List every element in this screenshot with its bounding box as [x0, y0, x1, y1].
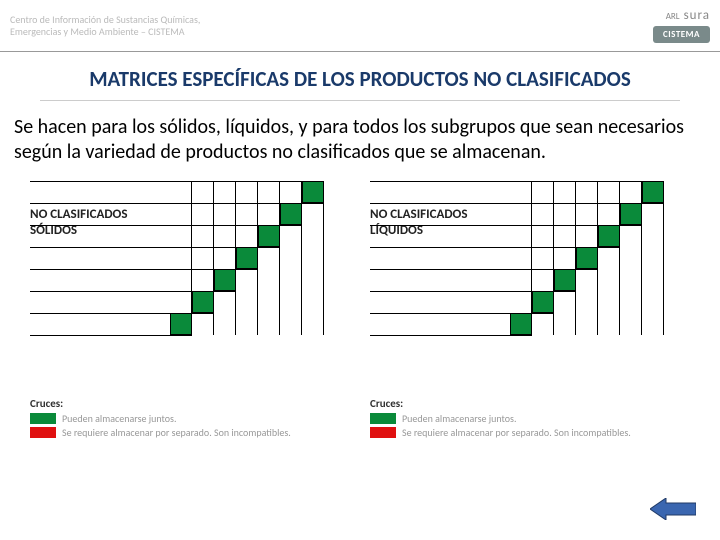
legend-text-1: Se requiere almacenar por separado. Son … — [62, 426, 291, 439]
legend-text-1: Se requiere almacenar por separado. Son … — [402, 426, 631, 439]
legend-solids: Cruces: Pueden almacenarse juntos. Se re… — [30, 397, 350, 439]
back-arrow[interactable] — [650, 498, 696, 520]
page-title: MATRICES ESPECÍFICAS DE LOS PRODUCTOS NO… — [40, 52, 680, 101]
matrix-solids-label-1: NO CLASIFICADOS — [30, 207, 170, 223]
legend-swatch-green — [370, 413, 396, 424]
header-org: Centro de Información de Sustancias Quím… — [10, 14, 200, 38]
cistema-badge: CISTEMA — [653, 26, 710, 43]
header-org-line2: Emergencias y Medio Ambiente – CISTEMA — [10, 26, 200, 38]
matrix-solids-label: NO CLASIFICADOS SÓLIDOS — [30, 207, 170, 238]
body-text: Se hacen para los sólidos, líquidos, y p… — [0, 101, 720, 175]
legend-swatch-green — [30, 413, 56, 424]
matrix-solids: NO CLASIFICADOS SÓLIDOS — [30, 181, 350, 391]
matrices-row: NO CLASIFICADOS SÓLIDOS Cruces: Pueden a… — [0, 181, 720, 440]
legend-swatch-red — [30, 427, 56, 438]
legend-text-0: Pueden almacenarse juntos. — [62, 412, 176, 425]
legend-row: Se requiere almacenar por separado. Son … — [30, 426, 350, 439]
legend-row: Se requiere almacenar por separado. Son … — [370, 426, 690, 439]
matrix-solids-grid — [170, 181, 324, 335]
matrix-liquids-block: NO CLASIFICADOS LÍQUIDOS Cruces: Pueden … — [370, 181, 690, 440]
legend-swatch-red — [370, 427, 396, 438]
legend-row: Pueden almacenarse juntos. — [370, 412, 690, 425]
brand-arl: ARL — [666, 11, 680, 22]
brand-logo: ARL sura — [653, 8, 710, 23]
header-org-line1: Centro de Información de Sustancias Quím… — [10, 14, 200, 26]
legend-liquids: Cruces: Pueden almacenarse juntos. Se re… — [370, 397, 690, 439]
legend-title: Cruces: — [370, 397, 690, 410]
matrix-solids-block: NO CLASIFICADOS SÓLIDOS Cruces: Pueden a… — [30, 181, 350, 440]
legend-row: Pueden almacenarse juntos. — [30, 412, 350, 425]
header-brand: ARL sura CISTEMA — [653, 8, 710, 43]
arrow-left-icon — [650, 498, 696, 520]
brand-name: sura — [684, 8, 710, 23]
matrix-liquids-grid — [510, 181, 664, 335]
legend-text-0: Pueden almacenarse juntos. — [402, 412, 516, 425]
header: Centro de Información de Sustancias Quím… — [0, 0, 720, 52]
legend-title: Cruces: — [30, 397, 350, 410]
matrix-liquids: NO CLASIFICADOS LÍQUIDOS — [370, 181, 690, 391]
matrix-liquids-label-1: NO CLASIFICADOS — [370, 207, 510, 223]
matrix-liquids-label: NO CLASIFICADOS LÍQUIDOS — [370, 207, 510, 238]
